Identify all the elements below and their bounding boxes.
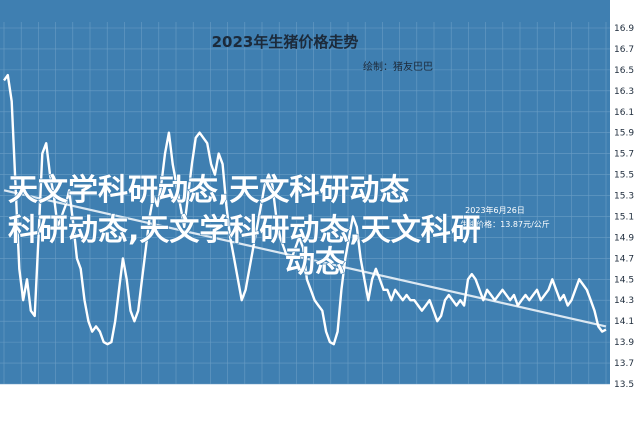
price-series-line <box>3 73 607 346</box>
x-tick-label: 5月26日 <box>504 388 513 419</box>
x-tick-label: 6月25日 <box>607 388 616 419</box>
x-tick-label: 6月20日 <box>590 388 599 419</box>
x-tick-label: 1月16日 <box>57 388 66 419</box>
annotation: 2023年6月26日 生猪价格：13.87元/公斤 <box>460 205 550 229</box>
annotation-label: 2023年6月26日 <box>465 205 525 215</box>
x-tick-label: 2月20日 <box>177 388 186 419</box>
y-tick-label: 13.7 <box>614 359 634 369</box>
y-tick-label: 16.3 <box>614 87 634 97</box>
x-tick-label: 3月27日 <box>297 388 306 419</box>
chart-subtitle: 绘制：猪友巴巴 <box>363 60 433 73</box>
y-tick-label: 15.1 <box>614 212 634 222</box>
x-tick-label: 1月1日 <box>5 388 14 414</box>
x-tick-label: 4月1日 <box>315 388 324 414</box>
plot-background <box>0 0 610 384</box>
grid-lines <box>0 22 610 385</box>
chart-title: 2023年生猪价格走势 <box>212 33 359 51</box>
x-tick-label: 3月12日 <box>246 388 255 419</box>
y-tick-label: 15.5 <box>614 171 634 181</box>
y-tick-label: 16.5 <box>614 66 634 76</box>
annotation-text: 生猪价格：13.87元/公斤 <box>460 219 550 229</box>
x-tick-label: 6月10日 <box>555 388 564 419</box>
x-tick-label: 5月6日 <box>435 388 444 414</box>
y-tick-label: 16.1 <box>614 108 634 118</box>
y-tick-label: 15.3 <box>614 192 634 202</box>
x-tick-label: 2月25日 <box>194 388 203 419</box>
x-tick-label: 5月16日 <box>469 388 478 419</box>
x-tick-label: 6月15日 <box>573 388 582 419</box>
x-tick-label: 2月5日 <box>125 388 134 414</box>
x-tick-label: 2月15日 <box>160 388 169 419</box>
x-tick-label: 5月31日 <box>521 388 530 419</box>
x-tick-label: 4月21日 <box>383 388 392 419</box>
y-tick-label: 14.3 <box>614 296 634 306</box>
x-tick-label: 3月7日 <box>229 388 238 414</box>
watermark: 天文学科研动态,天文科研动态 科研动态,天文学科研动态,天文科研 动态 <box>7 172 481 280</box>
x-tick-label: 3月22日 <box>280 388 289 419</box>
y-axis-ticks: 16.9 16.7 16.5 16.3 16.1 15.9 15.7 15.5 15.3 15.1… <box>614 24 634 390</box>
x-tick-label: 2月10日 <box>143 388 152 419</box>
x-tick-label: 5月21日 <box>487 388 496 419</box>
y-tick-label: 13.5 <box>614 380 634 390</box>
x-axis-ticks: 1月1日 1月6日 1月11日 1月16日 1月21日 1月26日 1月31日 2月5日 2月1… <box>5 388 616 419</box>
watermark-line-2: 科研动态,天文学科研动态,天文科研 <box>8 213 481 248</box>
y-tick-label: 16.9 <box>614 24 634 34</box>
x-tick-label: 5月11日 <box>452 388 461 419</box>
x-tick-label: 3月2日 <box>211 388 220 414</box>
y-tick-label: 14.1 <box>614 317 634 327</box>
y-tick-label: 13.9 <box>614 338 634 348</box>
watermark-line-3: 动态 <box>285 245 345 280</box>
series-group <box>3 73 607 346</box>
y-tick-label: 15.9 <box>614 129 634 139</box>
x-tick-label: 1月26日 <box>91 388 100 419</box>
y-tick-label: 14.5 <box>614 275 634 285</box>
x-tick-label: 4月16日 <box>366 388 375 419</box>
watermark-line-1: 天文学科研动态,天文科研动态 <box>8 173 409 208</box>
x-tick-label: 4月6日 <box>332 388 341 414</box>
x-tick-label: 4月11日 <box>349 388 358 419</box>
x-tick-label: 1月31日 <box>108 388 117 419</box>
x-tick-label: 1月21日 <box>74 388 83 419</box>
x-tick-label: 6月5日 <box>538 388 547 414</box>
x-tick-label: 1月6日 <box>22 388 31 414</box>
x-tick-label: 5月1日 <box>418 388 427 414</box>
x-tick-label: 1月11日 <box>39 388 48 419</box>
x-tick-label: 4月26日 <box>401 388 410 419</box>
y-tick-label: 15.7 <box>614 150 634 160</box>
y-tick-label: 14.9 <box>614 233 634 243</box>
x-tick-label: 3月17日 <box>263 388 272 419</box>
y-tick-label: 14.7 <box>614 254 634 264</box>
y-tick-label: 16.7 <box>614 45 634 55</box>
